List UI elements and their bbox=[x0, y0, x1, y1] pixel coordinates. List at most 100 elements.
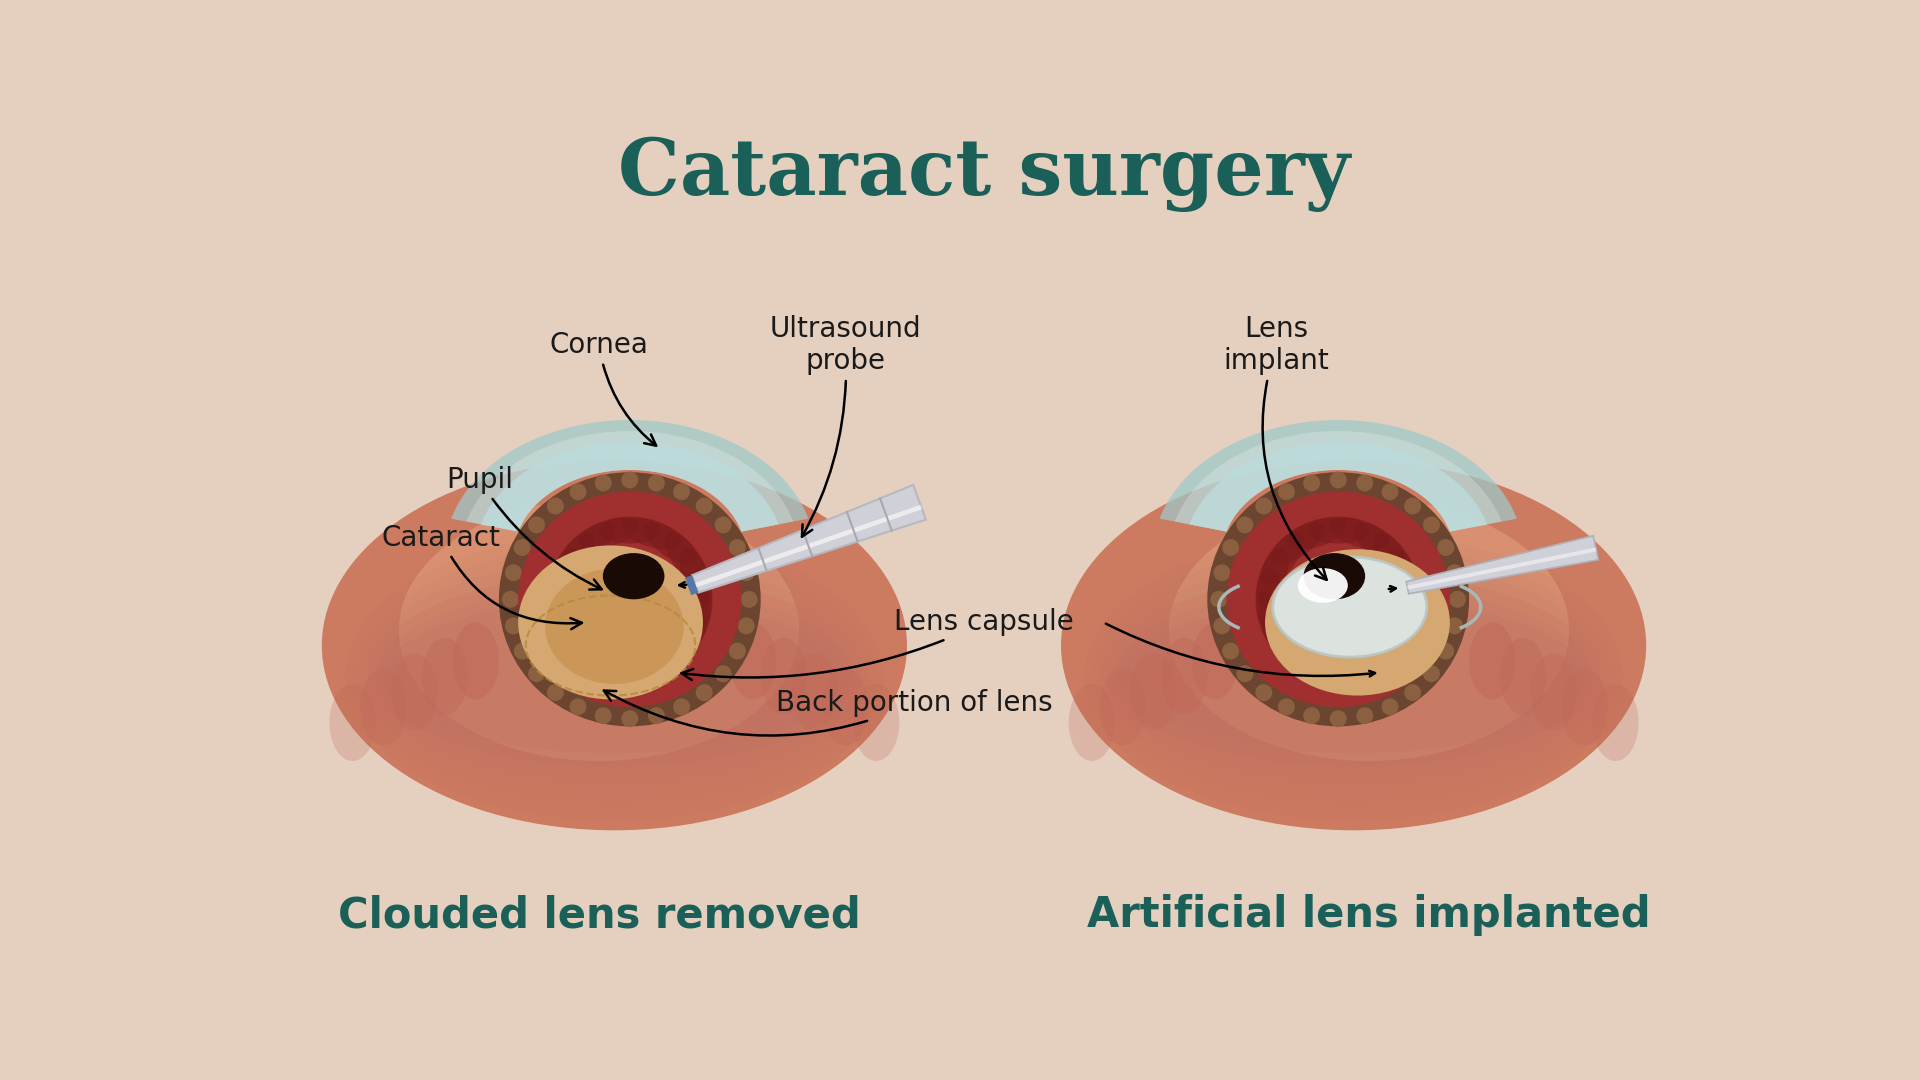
Ellipse shape bbox=[1388, 549, 1421, 607]
Ellipse shape bbox=[1286, 649, 1346, 681]
Ellipse shape bbox=[791, 653, 837, 730]
Ellipse shape bbox=[570, 699, 586, 715]
Ellipse shape bbox=[547, 549, 580, 607]
Ellipse shape bbox=[695, 684, 712, 701]
Ellipse shape bbox=[599, 656, 660, 683]
Ellipse shape bbox=[645, 522, 697, 565]
Ellipse shape bbox=[730, 643, 745, 660]
Ellipse shape bbox=[741, 591, 758, 608]
Ellipse shape bbox=[1169, 499, 1569, 761]
Ellipse shape bbox=[330, 684, 376, 761]
Ellipse shape bbox=[547, 591, 580, 650]
Polygon shape bbox=[467, 431, 793, 531]
Ellipse shape bbox=[1446, 618, 1463, 634]
Ellipse shape bbox=[1162, 638, 1208, 715]
Ellipse shape bbox=[1354, 522, 1405, 565]
Ellipse shape bbox=[1356, 474, 1373, 491]
Ellipse shape bbox=[1116, 585, 1592, 767]
Ellipse shape bbox=[1223, 643, 1238, 660]
Ellipse shape bbox=[1210, 591, 1227, 608]
Ellipse shape bbox=[528, 516, 545, 534]
Ellipse shape bbox=[1404, 684, 1421, 701]
Ellipse shape bbox=[622, 711, 637, 727]
Ellipse shape bbox=[695, 498, 712, 514]
Ellipse shape bbox=[645, 634, 697, 676]
Ellipse shape bbox=[505, 564, 522, 581]
Ellipse shape bbox=[1256, 549, 1288, 607]
Ellipse shape bbox=[1100, 558, 1607, 794]
Ellipse shape bbox=[822, 669, 868, 745]
Ellipse shape bbox=[369, 572, 860, 780]
Text: Artificial lens implanted: Artificial lens implanted bbox=[1087, 894, 1651, 936]
Ellipse shape bbox=[399, 499, 799, 761]
Ellipse shape bbox=[1062, 461, 1645, 831]
Ellipse shape bbox=[1092, 545, 1615, 807]
Ellipse shape bbox=[1223, 539, 1238, 556]
Ellipse shape bbox=[1208, 472, 1469, 727]
Ellipse shape bbox=[622, 649, 682, 681]
Ellipse shape bbox=[622, 472, 637, 488]
Ellipse shape bbox=[680, 549, 712, 607]
Polygon shape bbox=[691, 485, 925, 593]
Ellipse shape bbox=[737, 564, 755, 581]
Text: Clouded lens removed: Clouded lens removed bbox=[338, 894, 860, 936]
Ellipse shape bbox=[1438, 539, 1453, 556]
Ellipse shape bbox=[563, 522, 614, 565]
Text: Cataract: Cataract bbox=[382, 524, 582, 630]
Ellipse shape bbox=[1304, 707, 1321, 724]
Ellipse shape bbox=[1438, 643, 1453, 660]
Polygon shape bbox=[1175, 431, 1501, 531]
Ellipse shape bbox=[1279, 483, 1294, 500]
Ellipse shape bbox=[1331, 517, 1390, 550]
Ellipse shape bbox=[1388, 591, 1421, 650]
Ellipse shape bbox=[528, 665, 545, 683]
Ellipse shape bbox=[737, 618, 755, 634]
Ellipse shape bbox=[1382, 483, 1398, 500]
Ellipse shape bbox=[553, 532, 595, 584]
Ellipse shape bbox=[1085, 532, 1622, 821]
Ellipse shape bbox=[1265, 550, 1450, 696]
Ellipse shape bbox=[1394, 568, 1421, 630]
Ellipse shape bbox=[1286, 517, 1346, 550]
Ellipse shape bbox=[1256, 591, 1288, 650]
Ellipse shape bbox=[346, 532, 883, 821]
Ellipse shape bbox=[622, 517, 682, 550]
Text: Pupil: Pupil bbox=[445, 465, 601, 590]
Ellipse shape bbox=[1304, 553, 1365, 599]
Ellipse shape bbox=[1100, 669, 1146, 745]
Ellipse shape bbox=[505, 618, 522, 634]
Ellipse shape bbox=[1261, 532, 1304, 584]
Ellipse shape bbox=[1561, 669, 1607, 745]
Ellipse shape bbox=[453, 622, 499, 700]
Ellipse shape bbox=[1236, 665, 1254, 683]
Text: Ultrasound
probe: Ultrasound probe bbox=[770, 315, 922, 537]
Text: Cataract surgery: Cataract surgery bbox=[618, 136, 1350, 213]
Ellipse shape bbox=[1131, 653, 1177, 730]
Ellipse shape bbox=[515, 539, 530, 556]
Ellipse shape bbox=[664, 613, 707, 666]
Ellipse shape bbox=[518, 491, 741, 707]
Ellipse shape bbox=[1271, 522, 1323, 565]
Ellipse shape bbox=[1373, 532, 1415, 584]
Ellipse shape bbox=[760, 638, 806, 715]
Ellipse shape bbox=[1213, 564, 1231, 581]
Ellipse shape bbox=[714, 516, 732, 534]
Text: Back portion of lens: Back portion of lens bbox=[605, 689, 1052, 735]
Ellipse shape bbox=[1108, 572, 1599, 780]
Ellipse shape bbox=[384, 599, 845, 754]
Ellipse shape bbox=[353, 545, 876, 807]
Ellipse shape bbox=[1298, 568, 1348, 603]
Ellipse shape bbox=[547, 684, 564, 701]
Ellipse shape bbox=[501, 591, 518, 608]
Ellipse shape bbox=[595, 707, 612, 724]
Ellipse shape bbox=[1256, 498, 1273, 514]
Ellipse shape bbox=[323, 461, 906, 831]
Ellipse shape bbox=[563, 634, 614, 676]
Ellipse shape bbox=[1356, 707, 1373, 724]
Ellipse shape bbox=[1308, 516, 1369, 543]
Ellipse shape bbox=[603, 553, 664, 599]
Ellipse shape bbox=[1256, 684, 1273, 701]
Polygon shape bbox=[685, 576, 699, 595]
Polygon shape bbox=[482, 442, 778, 531]
Ellipse shape bbox=[1530, 653, 1576, 730]
